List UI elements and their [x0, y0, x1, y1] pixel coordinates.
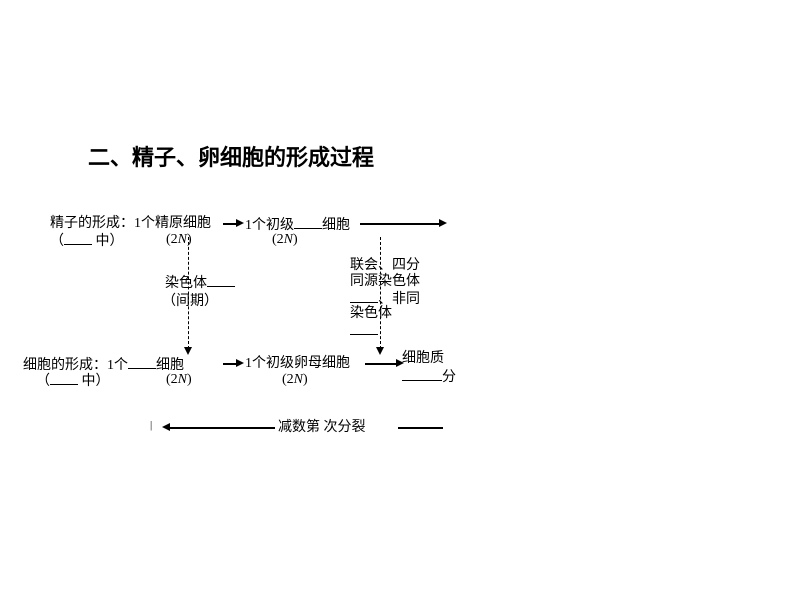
events-line5	[350, 321, 378, 341]
bottom-arrow-head	[162, 423, 170, 431]
blank	[64, 231, 92, 245]
n-italic: N	[178, 372, 187, 387]
text: )	[187, 372, 192, 387]
blank	[350, 289, 378, 303]
arrow-3-head	[236, 359, 244, 367]
text: 1个	[107, 358, 128, 373]
text: 联会、四分	[350, 258, 420, 273]
meiosis-1-label: 减数第 次分裂	[278, 419, 366, 437]
text: (2	[166, 232, 178, 247]
sperm-2n-2: (2N)	[272, 231, 298, 249]
blank	[50, 371, 78, 385]
text: )	[293, 232, 298, 247]
text: (2	[282, 372, 294, 387]
arrow-4-line	[365, 363, 397, 365]
arrow-1-line	[223, 223, 237, 225]
text: (2	[272, 232, 284, 247]
arrow-3-line	[223, 363, 237, 365]
text: )	[303, 372, 308, 387]
cytoplasm-label: 细胞质	[402, 350, 444, 368]
egg-2n-1: (2N)	[166, 371, 192, 389]
n-italic: N	[284, 232, 293, 247]
bottom-arrow-line-2	[398, 427, 443, 429]
bottom-tick: |	[150, 418, 152, 432]
cytoplasm-blank: 分	[402, 367, 456, 387]
blank	[294, 215, 322, 229]
dash-right-head	[376, 347, 384, 355]
egg-sub-left: （ 中）	[36, 371, 110, 391]
text: 细胞质	[402, 351, 444, 366]
text: 1个精原细胞	[134, 216, 211, 231]
text: （	[50, 234, 64, 249]
text: （	[36, 374, 50, 389]
dash-left-head	[184, 347, 192, 355]
egg-2n-2: (2N)	[282, 371, 308, 389]
text: （间期）	[162, 294, 218, 309]
blank	[402, 367, 442, 381]
text: 减数第 次分裂	[278, 420, 366, 435]
arrow-1-head	[236, 219, 244, 227]
chromatin-label: 染色体	[165, 273, 235, 293]
text: 1个初级卵母细胞	[245, 356, 350, 371]
bottom-arrow-line	[170, 427, 275, 429]
text: 染色体	[165, 276, 207, 291]
arrow-2-line	[360, 223, 440, 225]
text: 染色体	[350, 306, 392, 321]
n-italic: N	[294, 372, 303, 387]
blank	[350, 321, 378, 335]
text: 精子的形成：	[50, 216, 134, 231]
section-title: 二、精子、卵细胞的形成过程	[88, 140, 374, 172]
text: 中）	[92, 234, 124, 249]
arrow-2-head	[439, 219, 447, 227]
n-italic: N	[178, 232, 187, 247]
blank	[207, 273, 235, 287]
interphase-label: （间期）	[162, 293, 218, 311]
sperm-sub-left: （ 中）	[50, 231, 124, 251]
blank	[128, 355, 156, 369]
text: 中）	[78, 374, 110, 389]
text: 同源染色体	[350, 274, 420, 289]
text: 细胞	[322, 218, 350, 233]
text: (2	[166, 372, 178, 387]
text: 分	[442, 370, 456, 385]
formation-diagram: 精子的形成：1个精原细胞 （ 中） (2N) 1个初级细胞 (2N) 染色体 （…	[20, 215, 460, 455]
